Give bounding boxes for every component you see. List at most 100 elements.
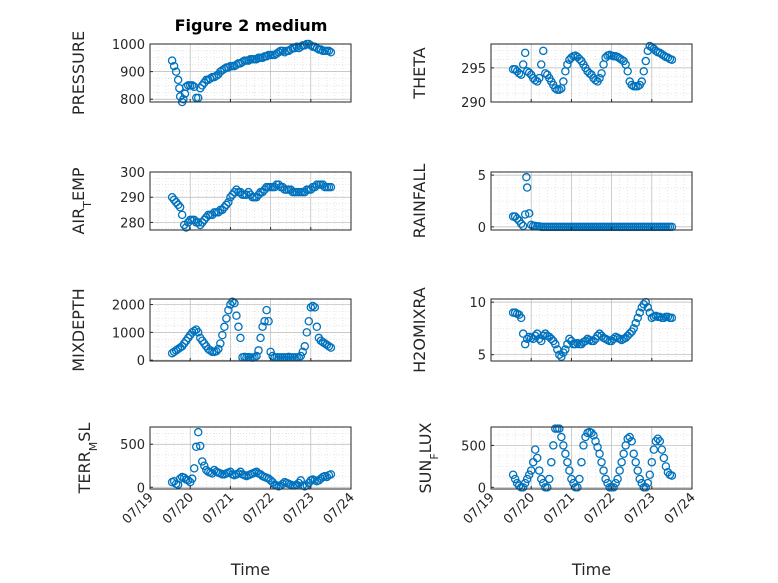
data-point — [597, 69, 606, 78]
y-tick-label: 0 — [478, 481, 486, 496]
x-tick-label: 07/22 — [240, 490, 277, 527]
data-point — [169, 61, 179, 71]
data-point — [645, 470, 655, 480]
data-point — [617, 457, 626, 467]
data-point — [326, 48, 336, 57]
data-point — [290, 43, 299, 53]
x-tick-label: 07/22 — [581, 490, 618, 527]
data-point — [595, 73, 604, 83]
data-point — [657, 445, 667, 454]
data-point — [520, 48, 530, 58]
data-point — [167, 192, 177, 202]
data-point — [306, 303, 316, 312]
data-point — [266, 347, 275, 357]
data-point — [543, 483, 552, 492]
data-point — [520, 210, 530, 219]
data-point — [539, 331, 548, 341]
x-tick-label: 07/24 — [321, 490, 358, 527]
data-point — [218, 330, 227, 340]
data-point — [514, 69, 524, 78]
data-point — [522, 334, 532, 344]
data-point — [561, 67, 570, 76]
subplot-3: 280 290 300 AIRTEMP — [69, 166, 352, 235]
data-point — [262, 52, 271, 61]
y-tick-label: 5 — [478, 349, 486, 364]
data-point — [643, 478, 653, 488]
data-point — [591, 75, 600, 85]
data-point — [171, 198, 181, 207]
data-point — [526, 466, 536, 475]
axes-box — [490, 43, 693, 103]
data-point — [549, 441, 558, 450]
y-axis-label: H2OMIXRA — [410, 287, 429, 373]
data-point — [577, 457, 586, 467]
data-point — [524, 68, 534, 77]
data-point — [522, 474, 532, 484]
data-point — [175, 83, 184, 93]
data-point — [183, 476, 193, 485]
data-point — [181, 82, 191, 92]
data-point — [629, 449, 638, 459]
data-point — [524, 209, 534, 218]
data-point — [528, 457, 538, 467]
data-point — [551, 84, 560, 93]
data-point — [615, 466, 624, 475]
data-point — [567, 474, 576, 484]
subplot-4: 0 5 RAINFALL — [410, 164, 693, 239]
data-point — [613, 474, 622, 484]
data-point — [312, 322, 322, 332]
data-point — [647, 457, 657, 467]
data-point — [635, 474, 644, 484]
data-point — [508, 470, 518, 480]
x-axis-label: Time — [230, 560, 270, 579]
data-point — [545, 474, 554, 484]
data-point — [296, 351, 305, 361]
data-point — [324, 342, 334, 351]
data-point — [516, 219, 526, 229]
data-point — [224, 63, 233, 72]
data-point — [510, 474, 520, 484]
data-point — [639, 67, 649, 76]
axes-box — [149, 171, 352, 231]
y-tick-label: 290 — [461, 96, 486, 111]
y-axis-label: AIRTEMP — [69, 167, 94, 234]
data-point — [193, 93, 203, 103]
data-point — [522, 172, 531, 182]
y-tick-label: 1000 — [112, 326, 145, 341]
data-point — [627, 80, 636, 90]
data-point — [534, 466, 544, 475]
x-tick-label: 07/20 — [160, 490, 197, 527]
data-point — [575, 54, 584, 64]
data-point — [278, 479, 287, 489]
data-point — [216, 339, 225, 348]
data-point — [232, 311, 241, 320]
y-tick-label: 500 — [120, 438, 145, 453]
data-point — [532, 453, 542, 463]
data-point — [179, 94, 188, 104]
data-point — [661, 462, 671, 471]
data-point — [563, 457, 572, 467]
data-point — [300, 41, 310, 50]
subplot-2: 290 295 THETA — [410, 41, 693, 111]
data-point — [244, 187, 253, 197]
data-point — [663, 53, 673, 62]
data-point — [278, 46, 287, 56]
data-point — [609, 483, 618, 492]
y-axis-label: RAINFALL — [410, 164, 429, 239]
x-tick-label: 07/24 — [662, 490, 699, 527]
data-point — [561, 449, 570, 459]
data-point — [189, 464, 199, 473]
data-point — [551, 339, 560, 349]
data-point — [193, 328, 203, 337]
data-point — [236, 333, 245, 343]
y-axis-label: PRESSURE — [69, 31, 88, 115]
data-point — [177, 210, 187, 220]
data-point — [326, 182, 336, 192]
data-point — [609, 334, 618, 344]
data-point — [264, 316, 273, 326]
data-point — [189, 326, 199, 336]
subplot-5: 0 1000 2000 MIXDEPTH — [69, 288, 352, 372]
data-point — [262, 305, 271, 315]
data-point — [316, 45, 326, 54]
data-point — [559, 77, 568, 86]
